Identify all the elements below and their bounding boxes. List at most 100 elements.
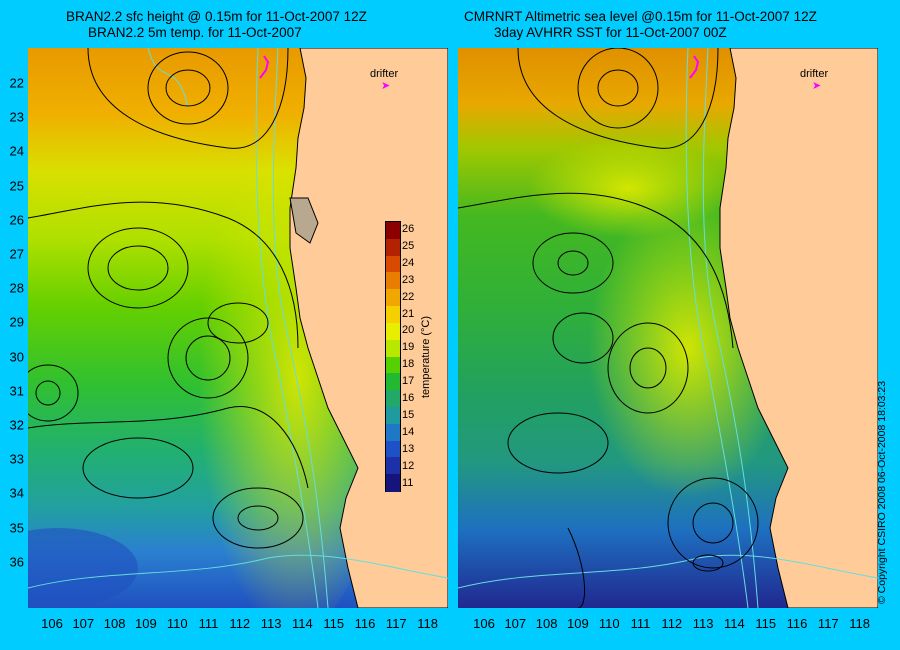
colorbar-segment — [386, 356, 400, 374]
colorbar-segment — [386, 390, 400, 408]
right-title-line2: 3day AVHRR SST for 11-Oct-2007 00Z — [494, 25, 727, 40]
colorbar-tick-label: 13 — [402, 442, 415, 455]
colorbar-segment — [386, 406, 400, 425]
latitude-label: 31 — [9, 383, 24, 399]
sea-level-contour — [207, 302, 269, 344]
temperature-colorbar — [385, 221, 401, 492]
sea-level-contour — [212, 487, 304, 549]
longitude-label: 106 — [473, 616, 495, 631]
drifter-track — [689, 55, 700, 79]
longitude-label: 113 — [692, 616, 714, 631]
longitude-label: 112 — [229, 616, 251, 631]
sea-level-contour — [597, 69, 639, 107]
latitude-label: 28 — [9, 280, 24, 296]
colorbar-tick-label: 15 — [402, 408, 415, 421]
colorbar-segment — [386, 238, 400, 257]
colorbar-segment — [386, 339, 400, 357]
colorbar-segment — [386, 306, 400, 324]
longitude-label: 117 — [817, 616, 839, 631]
australia-landmass — [289, 48, 448, 608]
latitude-label: 34 — [9, 485, 24, 501]
sea-level-contour — [35, 380, 61, 406]
latitude-label: 27 — [9, 246, 24, 262]
longitude-label: 117 — [385, 616, 407, 631]
colorbar-tick-label: 12 — [402, 459, 415, 472]
colorbar-segment — [386, 322, 400, 341]
longitude-label: 111 — [198, 616, 219, 631]
latitude-label: 26 — [9, 212, 24, 228]
colorbar-segment — [386, 272, 400, 290]
longitude-label: 116 — [786, 616, 808, 631]
longitude-label: 118 — [417, 616, 438, 631]
longitude-label: 115 — [755, 616, 777, 631]
sea-level-contour — [28, 406, 309, 489]
longitude-label: 115 — [323, 616, 345, 631]
longitude-label: 109 — [135, 616, 157, 631]
colorbar-tick-label: 21 — [402, 307, 415, 320]
colorbar-tick-label: 16 — [402, 392, 415, 404]
longitude-label: 109 — [567, 616, 589, 631]
sea-level-contour — [87, 48, 289, 149]
latitude-label: 25 — [9, 178, 24, 194]
copyright-notice: © Copyright CSIRO 2008 06-Oct-2008 18:03… — [876, 380, 888, 604]
sea-level-contour — [692, 554, 724, 572]
sea-level-contour — [147, 51, 229, 125]
longitude-label: 114 — [724, 616, 745, 631]
isobath-line — [458, 554, 878, 589]
colorbar-tick-label: 18 — [402, 358, 415, 371]
left-map-panel — [28, 48, 448, 608]
colorbar-tick-label: 14 — [402, 425, 415, 438]
colorbar-title: temperature (°C) — [420, 315, 432, 398]
colorbar-tick-label: 24 — [402, 256, 415, 269]
colorbar-tick-label: 17 — [402, 375, 415, 388]
right-drifter-marker: ➤ — [812, 80, 822, 92]
shark-bay — [289, 197, 319, 244]
colorbar-segment — [386, 457, 400, 475]
latitude-label: 36 — [9, 554, 24, 570]
longitude-label: 112 — [661, 616, 683, 631]
sea-level-contour — [667, 477, 759, 569]
sea-level-contour — [82, 437, 194, 499]
left-title-line2: BRAN2.2 5m temp. for 11-Oct-2007 — [88, 25, 302, 40]
colorbar-segment — [386, 440, 400, 458]
sea-level-contour — [458, 192, 734, 349]
longitude-label: 113 — [260, 616, 282, 631]
latitude-label: 35 — [9, 520, 24, 536]
colorbar-segment — [386, 474, 400, 492]
latitude-label: 23 — [9, 109, 24, 125]
australia-landmass — [719, 48, 878, 608]
latitude-label: 29 — [9, 314, 24, 330]
sea-level-contour — [552, 312, 614, 364]
right-map-panel — [458, 48, 878, 608]
longitude-label: 111 — [630, 616, 651, 631]
colorbar-segment — [386, 255, 400, 273]
colorbar-segment — [386, 423, 400, 442]
colorbar-segment — [386, 222, 400, 240]
isobath-line — [147, 48, 189, 109]
isobath-line — [255, 48, 319, 608]
right-map-svg — [458, 48, 878, 608]
colorbar-tick-label: 19 — [402, 341, 415, 354]
longitude-label: 110 — [166, 616, 188, 631]
sea-level-contour — [607, 322, 689, 414]
longitude-label: 114 — [292, 616, 313, 631]
longitude-label: 108 — [535, 616, 558, 631]
sea-level-contour — [532, 232, 614, 294]
sea-level-contour — [567, 527, 586, 608]
latitude-label: 32 — [9, 417, 24, 433]
isobath-line — [272, 48, 329, 608]
sea-level-contour — [107, 245, 169, 291]
colorbar-segment — [386, 289, 400, 307]
colorbar-tick-label: 11 — [402, 476, 414, 489]
latitude-label: 22 — [9, 75, 24, 91]
drifter-track — [259, 55, 270, 79]
isobath-line — [685, 48, 749, 608]
sea-level-contour — [692, 502, 734, 544]
left-drifter-label: drifter — [370, 68, 399, 80]
sea-level-contour — [28, 201, 299, 349]
sea-level-contour — [165, 69, 211, 107]
colorbar-tick-label: 22 — [402, 290, 415, 303]
left-map-svg — [28, 48, 448, 608]
right-drifter-label: drifter — [800, 68, 829, 80]
sea-level-contour — [507, 412, 609, 474]
